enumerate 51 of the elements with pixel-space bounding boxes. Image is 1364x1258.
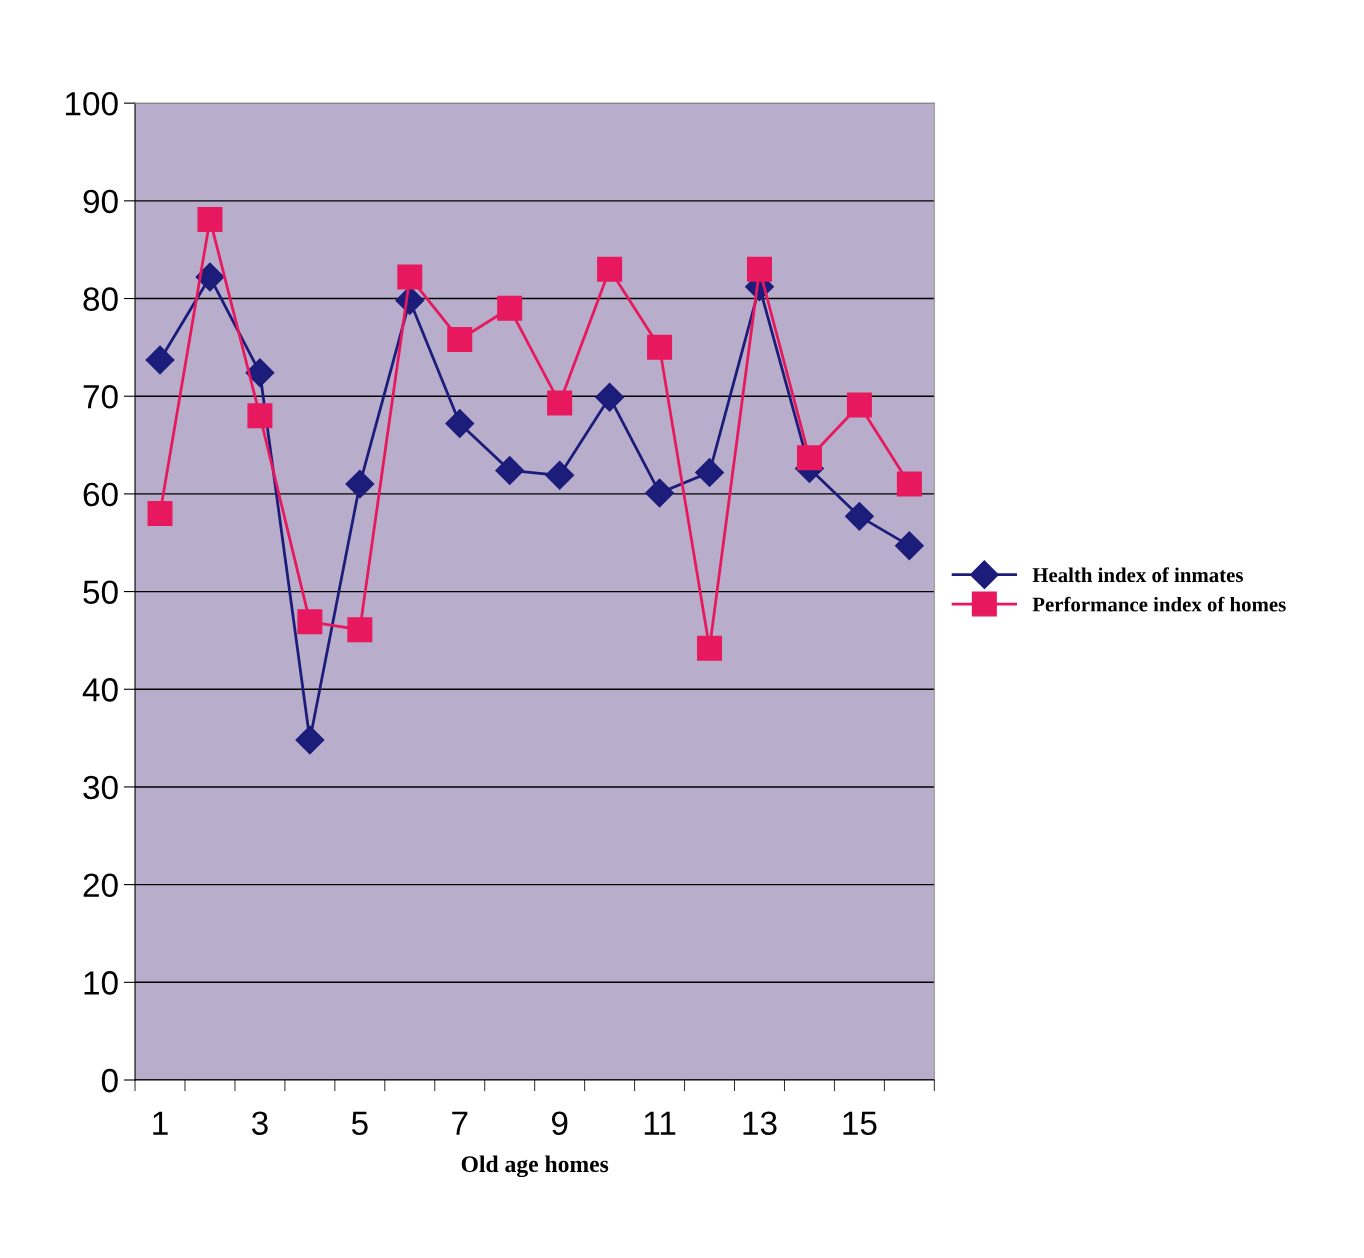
y-tick-label: 60 (83, 482, 118, 507)
point (595, 382, 625, 412)
point (347, 617, 373, 643)
point (746, 256, 772, 282)
y-tick-label: 100 (66, 91, 118, 116)
point (695, 457, 724, 487)
point (197, 206, 223, 232)
point (647, 334, 673, 360)
x-tick-label: 1 (153, 1111, 168, 1135)
point (844, 501, 874, 531)
point (547, 390, 573, 416)
point (894, 531, 924, 561)
point (497, 295, 523, 321)
legend-label: Health index of inmates (1032, 567, 1243, 583)
point (597, 256, 623, 282)
y-tick-label: 40 (82, 678, 118, 702)
y-tick-label: 90 (83, 189, 118, 214)
x-tick-label: 11 (644, 1111, 676, 1135)
point (397, 264, 423, 290)
point (147, 500, 173, 526)
x-tick-label: 5 (351, 1111, 368, 1136)
point (345, 469, 375, 499)
x-tick-label: 7 (452, 1111, 468, 1135)
point (445, 409, 475, 439)
point (245, 358, 275, 388)
point (896, 471, 922, 497)
point (697, 635, 723, 661)
point (645, 478, 675, 508)
y-tick-label: 20 (83, 873, 118, 898)
y-tick-label: 50 (83, 580, 118, 604)
y-tick-label: 10 (84, 971, 118, 995)
y-tick-label: 80 (83, 287, 118, 311)
y-tick-label: 30 (83, 775, 118, 800)
point (447, 327, 473, 353)
x-tick-label: 9 (551, 1111, 568, 1136)
point (545, 460, 575, 490)
point (846, 392, 872, 418)
x-axis-title: Old age homes (461, 1155, 609, 1178)
x-tick-label: 13 (743, 1111, 777, 1136)
legend-label: Performance index of homes (1032, 596, 1286, 612)
point (796, 445, 822, 471)
point (297, 609, 323, 635)
point (495, 456, 525, 485)
y-tick-label: 0 (101, 1068, 118, 1093)
x-tick-label: 15 (843, 1111, 877, 1136)
point (247, 403, 273, 429)
y-tick-label: 70 (83, 385, 118, 409)
point (295, 725, 325, 755)
x-tick-label: 3 (251, 1111, 268, 1136)
point (145, 345, 175, 375)
point (195, 262, 225, 292)
